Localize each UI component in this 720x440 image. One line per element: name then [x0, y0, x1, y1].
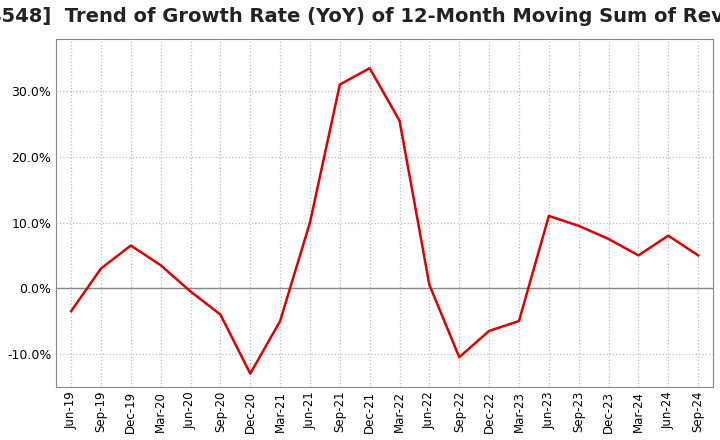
Title: [4548]  Trend of Growth Rate (YoY) of 12-Month Moving Sum of Revenues: [4548] Trend of Growth Rate (YoY) of 12-… [0, 7, 720, 26]
